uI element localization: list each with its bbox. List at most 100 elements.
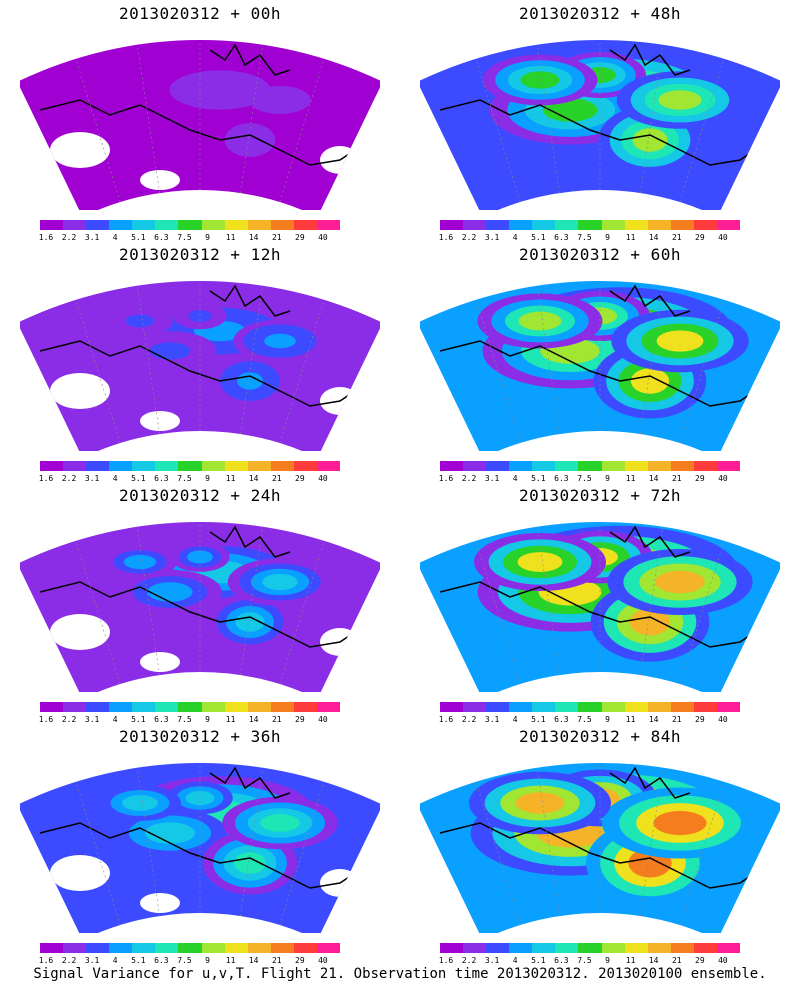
missing-data-region: [140, 893, 180, 913]
colorbar-tick-label: 1.6: [438, 715, 454, 724]
colorbar-tick-label: 11: [225, 956, 236, 965]
colorbar-tick-label: 40: [318, 715, 328, 724]
colorbar-tick-label: 4: [512, 715, 518, 724]
missing-data-region: [50, 855, 110, 891]
forecast-panel: 2013020312 + 48h 1.6 2.2 3.1 4 5.1 6.3 7.5 9 11 14…: [400, 0, 800, 250]
colorbar-tick-label: 7.5: [177, 956, 192, 965]
colorbar-swatch: [40, 461, 64, 471]
colorbar-swatch: [86, 702, 110, 712]
colorbar-swatch: [40, 943, 64, 953]
missing-data-region: [140, 411, 180, 431]
graticule-meridian: [75, 58, 121, 203]
colorbar-tick-label: 5.1: [131, 715, 146, 724]
variance-map: [20, 522, 380, 692]
colorbar-tick-label: 21: [271, 474, 282, 483]
colorbar-tick-label: 9: [605, 474, 610, 483]
colorbar-tick-label: 14: [648, 956, 659, 965]
colorbar-swatch: [201, 943, 225, 953]
forecast-panel: 2013020312 + 12h 1.6 2.2 3.1 4 5.1 6.3 7.5 9 11 14…: [0, 241, 400, 491]
colorbar-swatch: [132, 943, 156, 953]
colorbar-swatch: [316, 943, 341, 953]
coastline: [39, 581, 371, 648]
colorbar-swatch: [509, 943, 533, 953]
colorbar-tick-label: 3.1: [484, 956, 500, 965]
colorbar-tick-label: 21: [671, 233, 682, 242]
colorbar-tick-label: 1.6: [438, 233, 454, 242]
colorbar-swatch: [224, 702, 248, 712]
colorbar-tick-label: 6.3: [554, 474, 569, 483]
colorbar: [40, 702, 341, 712]
colorbar-tick-label: 3.1: [84, 233, 100, 242]
variance-contour: [520, 71, 560, 89]
colorbar-swatch: [178, 220, 202, 230]
colorbar-tick-label: 29: [295, 233, 305, 242]
colorbar-tick-label: 9: [205, 233, 210, 242]
colorbar-swatch: [578, 943, 602, 953]
forecast-panel: 2013020312 + 00h 1.6 2.2 3.1 4 5.1 6.3 7.5 9 11 14…: [0, 0, 400, 250]
colorbar-swatch: [178, 943, 202, 953]
variance-map: [420, 763, 780, 933]
colorbar-swatch: [63, 461, 87, 471]
colorbar-tick-label: 40: [718, 233, 728, 242]
colorbar-tick-label: 2.2: [61, 715, 77, 724]
panel-title: 2013020312 + 24h: [118, 486, 282, 505]
colorbar-tick-label: 2.2: [461, 715, 477, 724]
colorbar-swatch: [532, 461, 556, 471]
colorbar-swatch: [316, 702, 341, 712]
colorbar-swatch: [555, 702, 579, 712]
colorbar-swatch: [463, 943, 487, 953]
colorbar-tick-label: 14: [248, 474, 259, 483]
colorbar-swatch: [670, 461, 694, 471]
variance-contour: [632, 128, 668, 152]
colorbar-swatch: [486, 461, 510, 471]
colorbar-tick-label: 3.1: [84, 956, 100, 965]
variance-contour: [655, 570, 705, 594]
colorbar-tick-label: 29: [295, 956, 305, 965]
colorbar-tick-label: 40: [718, 715, 728, 724]
colorbar-swatch: [486, 943, 510, 953]
colorbar-tick-label: 40: [318, 474, 328, 483]
colorbar-swatch: [532, 702, 556, 712]
colorbar-swatch: [647, 702, 671, 712]
colorbar-tick-label: 3.1: [484, 474, 500, 483]
variance-contour: [517, 552, 563, 572]
colorbar-tick-label: 7.5: [577, 233, 592, 242]
colorbar-tick-label: 7.5: [177, 233, 192, 242]
colorbar-swatch: [463, 220, 487, 230]
colorbar-tick-label: 6.3: [154, 715, 169, 724]
variance-contour: [630, 368, 670, 394]
graticule-meridian: [240, 44, 264, 194]
colorbar: [40, 220, 341, 230]
colorbar-tick-label: 21: [671, 956, 682, 965]
colorbar-swatch: [86, 220, 110, 230]
colorbar-swatch: [109, 461, 133, 471]
panel-title: 2013020312 + 00h: [118, 4, 282, 23]
colorbar-tick-label: 4: [112, 715, 118, 724]
coastline: [609, 525, 691, 558]
colorbar-tick-label: 6.3: [554, 715, 569, 724]
colorbar-tick-label: 40: [318, 233, 328, 242]
colorbar-tick-label: 1.6: [38, 715, 54, 724]
colorbar-tick-label: 6.3: [554, 233, 569, 242]
colorbar-swatch: [155, 220, 179, 230]
panel-title: 2013020312 + 12h: [118, 245, 282, 264]
colorbar-swatch: [624, 702, 648, 712]
colorbar-tick-label: 7.5: [577, 956, 592, 965]
variance-map: [420, 522, 780, 692]
variance-contour: [266, 93, 294, 107]
colorbar-tick-label: 5.1: [531, 233, 546, 242]
colorbar-ticks: 1.6 2.2 3.1 4 5.1 6.3 7.5 9 11 14 21 29 40: [439, 474, 740, 484]
colorbar-ticks: 1.6 2.2 3.1 4 5.1 6.3 7.5 9 11 14 21 29 40: [38, 715, 340, 725]
colorbar-tick-label: 21: [671, 474, 682, 483]
colorbar-tick-label: 29: [295, 715, 305, 724]
colorbar-tick-label: 29: [695, 474, 705, 483]
forecast-panel: 2013020312 + 84h 1.6 2.2 3.1 4 5.1 6.3 7.5 9 11 14…: [400, 723, 800, 973]
colorbar-swatch: [693, 943, 717, 953]
colorbar-swatch: [247, 220, 271, 230]
variance-map: [20, 763, 380, 933]
colorbar-tick-label: 11: [625, 233, 636, 242]
colorbar-tick-label: 29: [695, 233, 705, 242]
coastline: [609, 766, 691, 799]
colorbar-swatch: [270, 461, 294, 471]
coastline: [209, 766, 291, 799]
